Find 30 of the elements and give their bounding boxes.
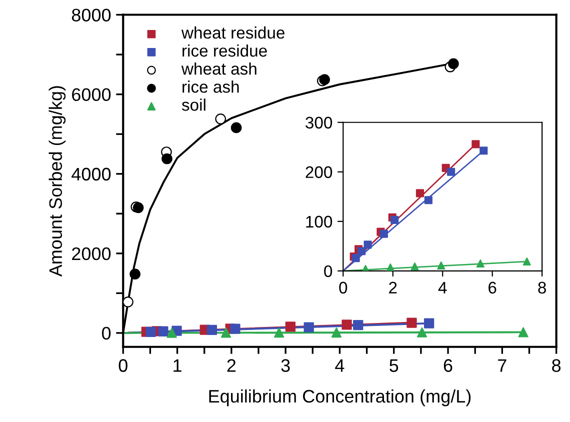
x-tick-label: 4 [438,282,447,294]
x-tick-label: 6 [444,359,452,372]
y-tick-label: 300 [306,116,332,129]
y-axis-title: Amount Sorbed (mg/kg) [48,86,66,277]
x-axis-title: Equilibrium Concentration (mg/L) [209,389,471,406]
y-tick-label: 100 [306,216,332,228]
x-tick-label: 8 [538,282,546,294]
y-tick-label: 4000 [72,168,111,181]
legend-label: rice residue [182,44,267,57]
x-tick-label: 0 [339,282,348,294]
x-tick-label: 3 [281,359,290,372]
x-tick-label: 7 [498,359,506,372]
y-tick-label: 200 [306,166,332,178]
y-tick-label: 0 [102,326,111,340]
y-tick-label: 6000 [72,88,111,102]
x-tick-label: 2 [389,282,397,294]
legend-label: wheat residue [181,26,284,39]
y-tick-label: 2000 [72,247,111,260]
x-tick-label: 1 [174,359,182,372]
legend-label: soil [182,98,206,111]
x-tick-label: 0 [118,359,128,372]
x-tick-label: 4 [335,359,344,372]
y-tick-label: 0 [324,265,332,278]
legend-label: rice ash [182,80,239,93]
x-tick-label: 8 [552,359,561,372]
x-tick-label: 2 [227,359,236,372]
legend-label: wheat ash [181,62,256,75]
x-tick-label: 6 [488,282,496,294]
x-tick-label: 5 [390,359,398,372]
y-tick-label: 8000 [72,8,111,22]
